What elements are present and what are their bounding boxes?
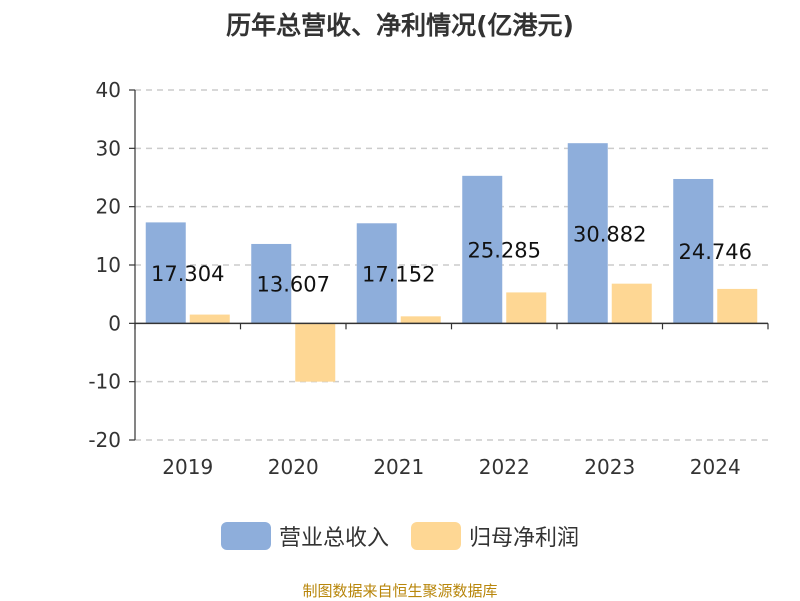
profit-bar — [400, 316, 441, 324]
revenue-bar — [567, 143, 608, 324]
profit-bar — [189, 314, 230, 324]
x-tick-label: 2022 — [479, 455, 530, 479]
revenue-bar — [462, 175, 503, 324]
y-tick-label: 40 — [96, 78, 121, 102]
profit-bar — [611, 283, 652, 324]
profit-bar — [295, 323, 336, 382]
data-label: 25.285 — [468, 239, 541, 263]
legend-swatch-profit — [411, 522, 461, 550]
y-tick-label: 0 — [108, 311, 121, 335]
revenue-bar — [356, 223, 397, 324]
x-tick-label: 2021 — [373, 455, 424, 479]
profit-bar — [717, 288, 758, 324]
legend-item-profit[interactable]: 归母净利润 — [411, 520, 579, 552]
legend-item-revenue[interactable]: 营业总收入 — [220, 520, 389, 552]
y-tick-label: 20 — [96, 195, 121, 219]
x-tick-label: 2023 — [584, 455, 635, 479]
data-label: 13.607 — [257, 273, 330, 297]
revenue-bar — [251, 243, 292, 324]
x-tick-label: 2020 — [268, 455, 319, 479]
data-label: 24.746 — [679, 240, 752, 264]
legend: 营业总收入 归母净利润 — [0, 520, 800, 552]
y-tick-label: 30 — [96, 136, 121, 160]
data-source-note: 制图数据来自恒生聚源数据库 — [302, 582, 498, 600]
x-tick-label: 2019 — [162, 455, 213, 479]
legend-label-profit: 归母净利润 — [469, 526, 580, 551]
data-label: 17.152 — [362, 262, 435, 286]
y-tick-label: -10 — [88, 370, 121, 394]
revenue-bar — [145, 222, 186, 324]
y-tick-label: 10 — [96, 253, 121, 277]
data-label: 30.882 — [573, 222, 646, 246]
y-tick-label: -20 — [88, 428, 121, 452]
legend-label-revenue: 营业总收入 — [278, 526, 389, 551]
data-label: 17.304 — [151, 262, 224, 286]
profit-bar — [506, 292, 547, 324]
x-tick-label: 2024 — [690, 455, 741, 479]
legend-swatch-revenue — [220, 522, 271, 550]
revenue-bar — [673, 178, 714, 324]
chart-title: 历年总营收、净利情况(亿港元) — [226, 11, 574, 40]
